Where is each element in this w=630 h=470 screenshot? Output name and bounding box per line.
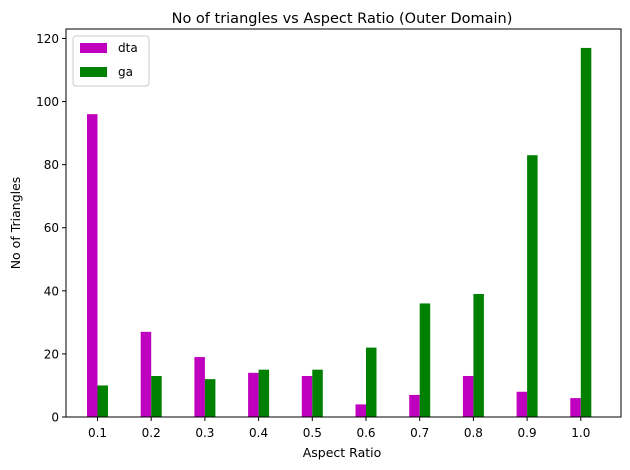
x-tick-label: 0.1	[88, 426, 107, 440]
bar-dta-0.9	[516, 391, 528, 417]
legend-label-ga: ga	[118, 65, 133, 79]
bar-ga-0.7	[419, 303, 431, 417]
x-tick-label: 0.4	[249, 426, 268, 440]
bar-dta-0.4	[248, 372, 259, 417]
chart-title: No of triangles vs Aspect Ratio (Outer D…	[172, 11, 513, 27]
bar-ga-0.4	[258, 369, 270, 417]
bar-ga-0.6	[366, 347, 377, 417]
bar-ga-0.8	[473, 293, 484, 417]
bar-dta-0.8	[462, 375, 474, 417]
bars-layer	[87, 47, 592, 418]
y-axis: 0 20 40 60 80 100 120	[36, 32, 66, 425]
x-tick-label: 0.7	[410, 426, 429, 440]
x-tick-label: 0.6	[356, 426, 375, 440]
bar-dta-0.6	[355, 404, 366, 417]
y-tick-label: 40	[44, 284, 59, 298]
bar-ga-0.3	[204, 379, 216, 417]
legend-label-dta: dta	[118, 41, 138, 55]
bar-ga-0.5	[312, 369, 323, 417]
bar-dta-0.3	[194, 357, 205, 417]
y-tick-label: 80	[44, 158, 59, 172]
legend: dta ga	[72, 35, 150, 87]
bar-ga-0.2	[151, 375, 162, 417]
y-tick-label: 0	[51, 411, 59, 425]
y-tick-label: 20	[44, 347, 59, 361]
y-tick-label: 60	[44, 221, 59, 235]
x-axis: 0.1 0.2 0.3 0.4 0.5 0.6 0.7 0.8 0.9 1.0	[88, 417, 590, 440]
y-tick-label: 100	[36, 95, 59, 109]
bar-ga-0.1	[97, 385, 108, 417]
x-axis-label: Aspect Ratio	[303, 445, 382, 460]
bar-ga-1.0	[580, 47, 592, 418]
x-tick-label: 1.0	[571, 426, 590, 440]
x-tick-label: 0.3	[195, 426, 214, 440]
x-tick-label: 0.2	[142, 426, 161, 440]
bar-dta-0.2	[140, 331, 152, 417]
x-tick-label: 0.9	[518, 426, 537, 440]
legend-swatch-dta	[80, 43, 107, 53]
bar-dta-0.5	[301, 375, 313, 417]
bar-dta-0.7	[409, 394, 420, 417]
x-tick-label: 0.8	[464, 426, 483, 440]
bar-dta-0.1	[87, 114, 98, 418]
legend-swatch-ga	[80, 67, 107, 77]
y-axis-label: No of Triangles	[8, 177, 23, 270]
bar-dta-1.0	[570, 398, 581, 417]
y-tick-label: 120	[36, 32, 59, 46]
bar-ga-0.9	[527, 155, 538, 417]
plot-frame	[65, 28, 622, 418]
x-tick-label: 0.5	[303, 426, 322, 440]
